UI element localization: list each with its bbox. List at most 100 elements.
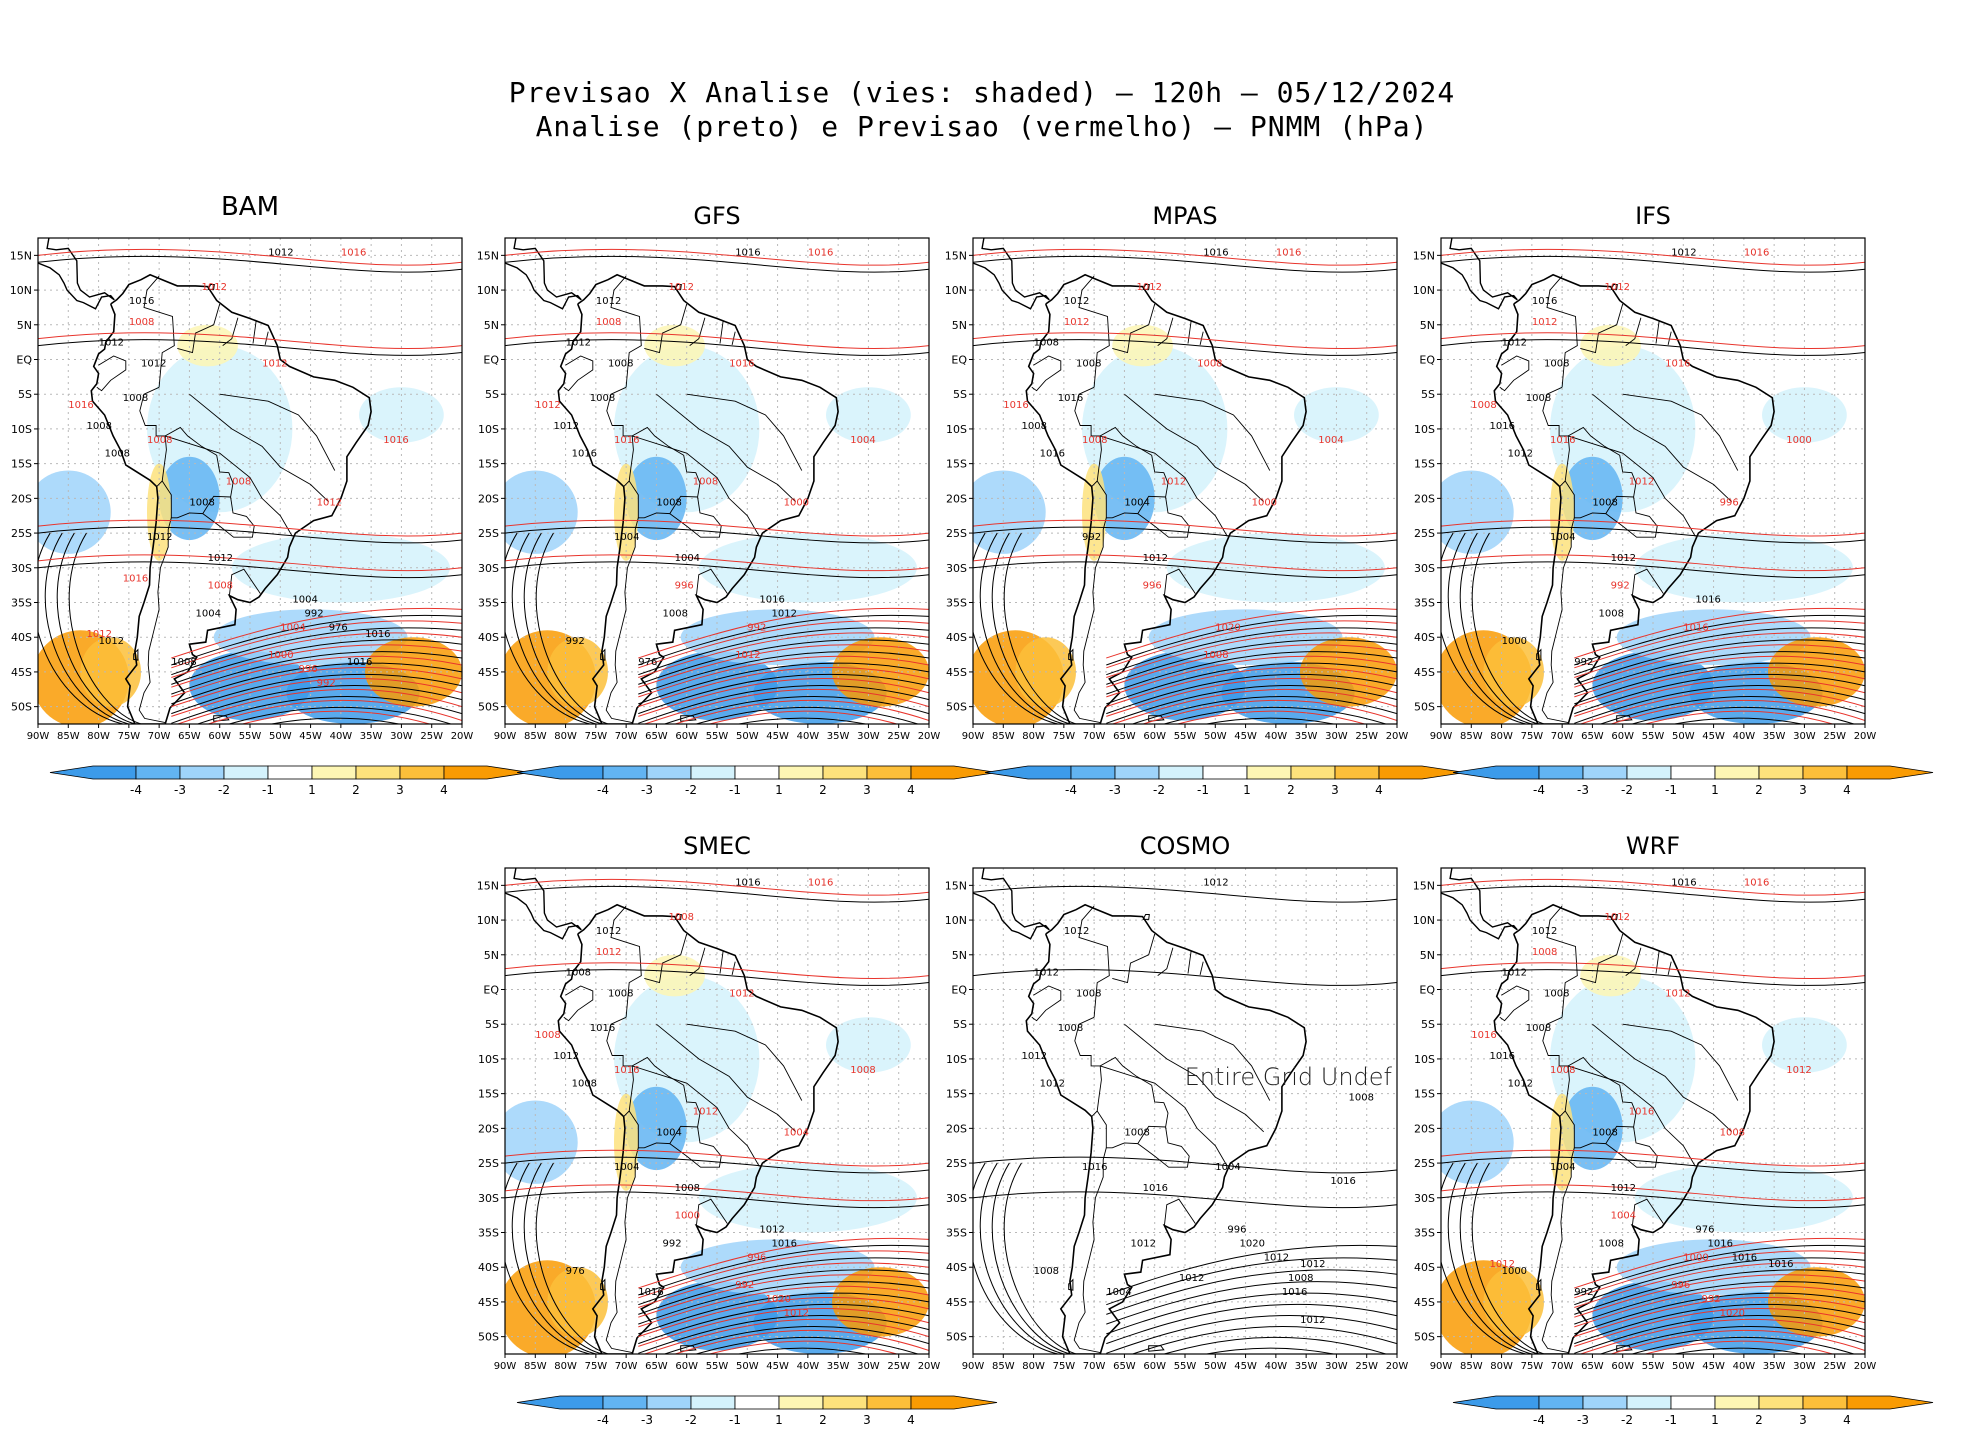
colorbar-segment <box>1246 765 1292 780</box>
lat-tick-label: 20S <box>946 492 967 505</box>
colorbar-label: 1 <box>775 783 783 797</box>
lat-tick-label: 10S <box>478 1053 499 1066</box>
lat-tick-label: 50S <box>478 701 499 714</box>
lon-tick-label: 35W <box>1295 1361 1318 1372</box>
colorbar-label: -3 <box>1109 783 1121 797</box>
lon-tick-label: 55W <box>1642 1361 1665 1372</box>
colorbar-label: 1 <box>1711 783 1719 797</box>
analysis-isobar-label: 1008 <box>663 608 688 619</box>
colorbar-segment <box>267 765 313 780</box>
country-borders <box>96 275 336 724</box>
colorbar-segment <box>399 765 445 780</box>
lat-tick-label: 10S <box>1414 423 1435 436</box>
analysis-isobar-label: 1012 <box>1611 1183 1636 1194</box>
analysis-isobars <box>505 885 929 1354</box>
lon-tick-label: 45W <box>299 731 322 742</box>
analysis-isobar-label: 1008 <box>1034 1266 1059 1277</box>
forecast-isobar-label: 1004 <box>280 622 305 633</box>
colorbar-segment <box>690 765 736 780</box>
colorbar-label: 2 <box>1287 783 1295 797</box>
analysis-isobars <box>973 885 1397 1354</box>
lon-tick-label: 60W <box>1611 731 1634 742</box>
colorbar-segment <box>1626 765 1672 780</box>
lon-tick-label: 55W <box>1174 1361 1197 1372</box>
colorbar-label: 3 <box>863 783 871 797</box>
lon-tick-label: 40W <box>1733 731 1756 742</box>
analysis-isobars <box>38 255 462 724</box>
analysis-isobar-label: 1012 <box>1040 1079 1065 1090</box>
coastline <box>973 868 1307 1354</box>
analysis-isobar-label: 1016 <box>1532 296 1557 307</box>
lat-tick-label: 20S <box>1414 1122 1435 1135</box>
lat-tick-label: 45S <box>1414 666 1435 679</box>
analysis-isobar-label: 1016 <box>590 1023 615 1034</box>
analysis-isobar-label: 1012 <box>1264 1252 1289 1263</box>
lat-tick-label: 50S <box>946 701 967 714</box>
lat-tick-label: 5S <box>18 388 32 401</box>
forecast-isobar-label: 1008 <box>1532 947 1557 958</box>
analysis-isobar-label: 1016 <box>1143 1183 1168 1194</box>
forecast-isobar-label: 1016 <box>1744 247 1769 258</box>
analysis-isobar-label: 1020 <box>1240 1238 1265 1249</box>
coastline <box>505 238 839 724</box>
lon-tick-label: 30W <box>857 731 880 742</box>
lat-tick-label: 35S <box>478 1227 499 1240</box>
lon-tick-label: 80W <box>1490 731 1513 742</box>
analysis-isobar-label: 1008 <box>1288 1273 1313 1284</box>
lat-tick-label: 20S <box>11 492 32 505</box>
lat-tick-label: 25S <box>478 527 499 540</box>
analysis-isobar-label: 1008 <box>656 497 681 508</box>
analysis-isobar-label: 1012 <box>1502 968 1527 979</box>
analysis-isobar-label: 1012 <box>1131 1238 1156 1249</box>
analysis-isobar-label: 1008 <box>1034 338 1059 349</box>
lon-tick-label: 65W <box>178 731 201 742</box>
colorbar-segment <box>734 1395 780 1410</box>
colorbar-segment <box>602 765 648 780</box>
panel-title: MPAS <box>1152 202 1218 230</box>
lon-tick-label: 40W <box>797 1361 820 1372</box>
lat-tick-label: EQ <box>483 354 499 367</box>
colorbar-segment <box>1290 765 1336 780</box>
analysis-isobar-label: 1008 <box>1544 988 1569 999</box>
lon-tick-label: 40W <box>330 731 353 742</box>
lat-tick-label: 5N <box>17 319 32 332</box>
forecast-isobar-label: 1016 <box>1550 435 1575 446</box>
colorbar-label: -4 <box>597 1413 609 1427</box>
country-borders <box>563 275 803 724</box>
analysis-isobar-label: 1004 <box>614 1162 639 1173</box>
colorbar-segment <box>1846 1395 1934 1410</box>
lat-tick-label: 15N <box>477 879 499 892</box>
lat-tick-label: 35S <box>946 597 967 610</box>
forecast-isobar-label: 1008 <box>1203 650 1228 661</box>
colorbar-label: -4 <box>1065 783 1077 797</box>
colorbar-label: -2 <box>685 783 697 797</box>
forecast-isobars <box>1441 248 1865 724</box>
colorbar-segment <box>1758 1395 1804 1410</box>
analysis-isobar-label: 1008 <box>123 393 148 404</box>
forecast-isobars <box>505 878 929 1354</box>
lat-tick-label: 45S <box>11 666 32 679</box>
colorbar-segment <box>910 765 998 780</box>
colorbar-label: -1 <box>729 783 741 797</box>
latitude-axis: 15N 10N 5N EQ 5S 10S 15S 20S 25S 30S 35S 40S 45S 50S <box>1413 249 1441 714</box>
forecast-isobar-label: 1008 <box>129 317 154 328</box>
analysis-isobar-label: 1016 <box>1330 1176 1355 1187</box>
lon-tick-label: 70W <box>1083 731 1106 742</box>
lat-tick-label: 5N <box>1420 319 1435 332</box>
forecast-isobar-label: 1016 <box>68 400 93 411</box>
lat-tick-label: 40S <box>946 1261 967 1274</box>
colorbar-segment <box>516 765 604 780</box>
colorbar-segment <box>778 765 824 780</box>
lon-tick-label: 50W <box>736 1361 759 1372</box>
colorbar-label: 2 <box>1755 783 1763 797</box>
colorbar-segment <box>1334 765 1380 780</box>
colorbar-segment <box>516 1395 604 1410</box>
forecast-isobar-label: 992 <box>747 622 766 633</box>
colorbar-segment <box>984 765 1072 780</box>
colorbar-segment <box>1714 1395 1760 1410</box>
lon-tick-label: 75W <box>585 731 608 742</box>
lon-tick-label: 65W <box>1113 731 1136 742</box>
lon-tick-label: 50W <box>736 731 759 742</box>
lon-tick-label: 45W <box>766 1361 789 1372</box>
lon-tick-label: 70W <box>1083 1361 1106 1372</box>
